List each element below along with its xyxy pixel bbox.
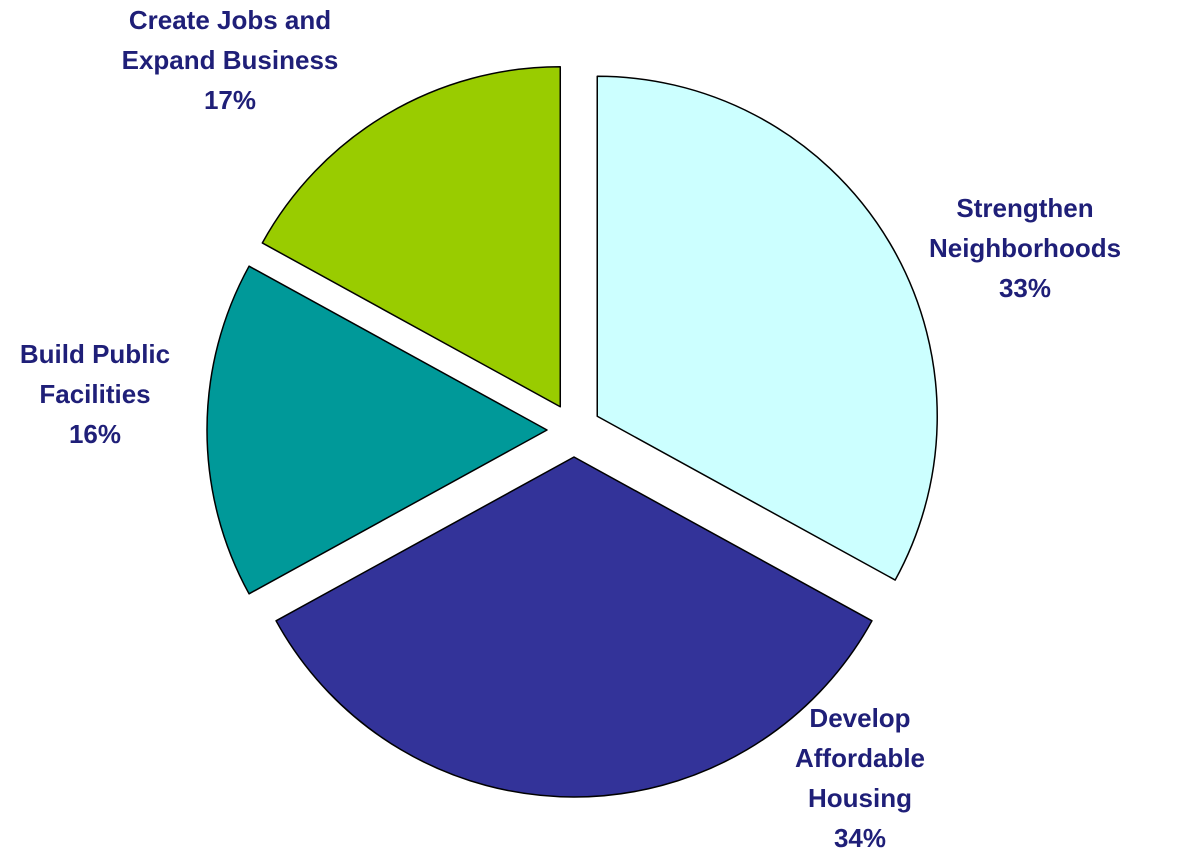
slice-percent: 17% [203,85,257,115]
slice-label-line: Build Public [19,339,171,369]
pie-slice-build-public-facilities [206,265,548,595]
slice-label-line: Strengthen [956,193,1094,223]
slice-label-line: Affordable [795,743,925,773]
slice-label-line: Expand Business [121,45,339,75]
pie-slice-create-jobs-expand-business [261,66,562,408]
slice-label-create-jobs-expand-business: Create Jobs and Expand Business 17% [80,0,380,120]
slice-percent: 16% [68,419,122,449]
slice-label-line: Develop [809,703,911,733]
slice-percent: 33% [998,273,1052,303]
slice-label-develop-affordable-housing: Develop Affordable Housing 34% [730,698,990,858]
pie-slice-develop-affordable-housing [275,456,873,798]
slice-label-line: Create Jobs and [128,5,332,35]
slice-label-build-public-facilities: Build Public Facilities 16% [0,334,200,454]
slice-percent: 34% [833,823,887,853]
pie-slice-strengthen-neighborhoods [596,75,938,581]
slice-label-line: Facilities [39,379,151,409]
slice-label-line: Housing [808,783,912,813]
slice-label-strengthen-neighborhoods: Strengthen Neighborhoods 33% [905,188,1145,308]
slice-label-line: Neighborhoods [928,233,1122,263]
